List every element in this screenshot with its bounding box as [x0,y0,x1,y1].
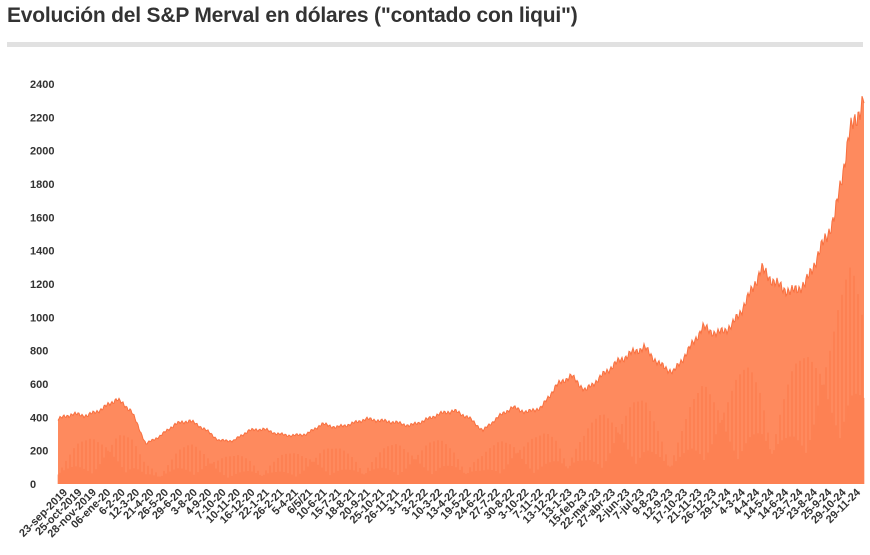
y-tick-label: 1800 [30,179,54,191]
y-tick-label: 1000 [30,312,54,324]
y-axis: 0 200 400 600 800 1000 1200 1400 1600 1800 2000 220… [30,79,54,491]
y-tick-label: 200 [30,446,48,458]
y-tick-label: 2400 [30,79,54,91]
y-tick-label: 0 [30,479,36,491]
y-tick-label: 1400 [30,246,54,258]
x-axis: 23-sep-201925-oct-201928-nov-201906-ene-… [17,486,864,540]
y-tick-label: 400 [30,412,48,424]
series-spikes [57,267,865,484]
chart-title: Evolución del S&P Merval en dólares ("co… [7,4,578,27]
y-tick-label: 800 [30,346,48,358]
y-tick-label: 600 [30,379,48,391]
y-tick-label: 1600 [30,212,54,224]
series-line [57,95,865,445]
y-tick-label: 2000 [30,146,54,158]
series-area [58,96,864,484]
y-tick-label: 1200 [30,279,54,291]
y-tick-label: 2200 [30,112,54,124]
title-divider [7,42,863,47]
series-layer [57,95,865,484]
